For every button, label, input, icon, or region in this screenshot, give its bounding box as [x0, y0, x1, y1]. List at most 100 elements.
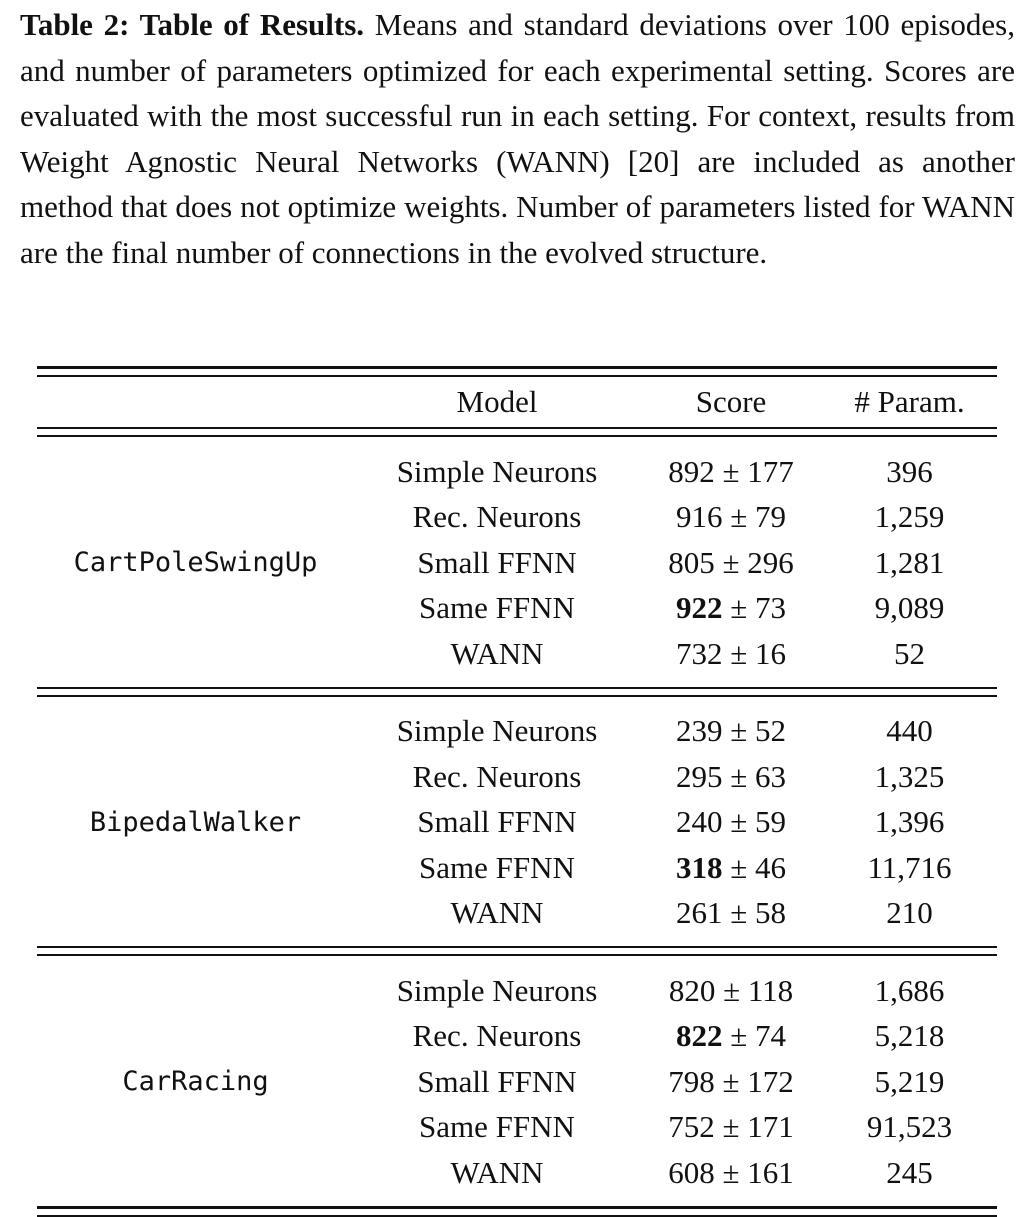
params-cell: 1,325	[874, 758, 945, 794]
model-cell: Same FFNN	[419, 849, 575, 885]
params-cell: 1,686	[874, 972, 945, 1008]
score-std: ± 172	[722, 1063, 794, 1099]
table-row: Simple Neurons 820 ± 118 1,686	[354, 968, 997, 1014]
score-std: ± 171	[722, 1109, 794, 1145]
env-group: BipedalWalker Simple Neurons 239 ± 52 440 Re…	[37, 697, 997, 947]
table-row: WANN 732 ± 16 52	[354, 631, 997, 677]
table-row: Rec. Neurons 822 ± 74 5,218	[354, 1014, 997, 1060]
caption-label: Table 2: Table of Results.	[20, 7, 365, 42]
params-cell: 91,523	[866, 1109, 953, 1145]
score-cell: 798 ± 172	[640, 1064, 822, 1100]
model-cell: Simple Neurons	[396, 972, 598, 1008]
params-cell: 396	[886, 453, 933, 489]
score-std: ± 296	[722, 544, 794, 580]
score-mean: 752	[668, 1109, 715, 1145]
score-std: ± 16	[730, 635, 786, 671]
table-row: Small FFNN 798 ± 172 5,219	[354, 1059, 997, 1105]
score-mean: 820	[668, 972, 716, 1008]
table-caption: Table 2: Table of Results. Means and sta…	[20, 2, 1015, 275]
header-score: Score	[695, 384, 767, 419]
group-rule	[37, 946, 997, 956]
top-rule	[37, 366, 997, 377]
bottom-rule	[37, 1205, 997, 1217]
table-row: Rec. Neurons 916 ± 79 1,259	[354, 495, 997, 541]
score-cell: 261 ± 58	[640, 895, 822, 931]
model-cell: WANN	[450, 1154, 544, 1190]
score-std: ± 79	[730, 499, 786, 535]
env-group: CartPoleSwingUp Simple Neurons 892 ± 177 39…	[37, 437, 997, 687]
model-cell: Rec. Neurons	[412, 499, 582, 535]
params-cell: 440	[886, 713, 933, 749]
model-cell: Simple Neurons	[396, 453, 598, 489]
score-cell: 318 ± 46	[640, 850, 822, 886]
header-params: # Param.	[854, 384, 965, 419]
score-mean: 239	[675, 713, 723, 749]
table-row: WANN 261 ± 58 210	[354, 891, 997, 937]
score-cell: 752 ± 171	[640, 1109, 822, 1145]
caption-text: Means and standard deviations over 100 e…	[20, 7, 1015, 270]
score-std: ± 177	[722, 453, 794, 489]
model-cell: WANN	[450, 895, 544, 931]
score-std: ± 52	[730, 713, 786, 749]
score-mean: 798	[668, 1063, 715, 1099]
env-group: CarRacing Simple Neurons 820 ± 118 1,686 Rec…	[37, 956, 997, 1206]
table-row: WANN 608 ± 161 245	[354, 1150, 997, 1196]
score-mean: 892	[668, 453, 715, 489]
score-mean: 608	[668, 1154, 715, 1190]
model-cell: Small FFNN	[417, 544, 577, 580]
table-row: Same FFNN 922 ± 73 9,089	[354, 586, 997, 632]
score-std: ± 63	[730, 758, 786, 794]
params-cell: 5,219	[874, 1063, 945, 1099]
score-mean: 822	[675, 1018, 723, 1054]
params-cell: 1,259	[874, 499, 945, 535]
score-std: ± 118	[723, 972, 794, 1008]
score-cell: 732 ± 16	[640, 636, 822, 672]
score-mean: 318	[675, 849, 723, 885]
score-cell: 608 ± 161	[640, 1155, 822, 1191]
params-cell: 9,089	[874, 590, 945, 626]
score-cell: 295 ± 63	[640, 759, 822, 795]
params-cell: 245	[886, 1154, 933, 1190]
table-row: Small FFNN 805 ± 296 1,281	[354, 540, 997, 586]
score-cell: 239 ± 52	[640, 713, 822, 749]
table-row: Small FFNN 240 ± 59 1,396	[354, 800, 997, 846]
score-cell: 820 ± 118	[640, 973, 822, 1009]
score-mean: 916	[675, 499, 723, 535]
score-cell: 892 ± 177	[640, 454, 822, 490]
group-rule	[37, 427, 997, 437]
env-name: CartPoleSwingUp	[73, 547, 318, 579]
table-row: Same FFNN 318 ± 46 11,716	[354, 845, 997, 891]
params-cell: 5,218	[874, 1018, 945, 1054]
model-cell: Simple Neurons	[396, 713, 598, 749]
params-cell: 11,716	[867, 849, 952, 885]
table-row: Same FFNN 752 ± 171 91,523	[354, 1105, 997, 1151]
header-row: Model Score # Param.	[37, 377, 997, 427]
score-mean: 295	[675, 758, 723, 794]
env-name: BipedalWalker	[89, 806, 302, 838]
score-std: ± 161	[722, 1154, 794, 1190]
score-cell: 805 ± 296	[640, 545, 822, 581]
score-std: ± 58	[730, 895, 786, 931]
model-cell: WANN	[450, 635, 544, 671]
score-cell: 916 ± 79	[640, 499, 822, 535]
params-cell: 52	[894, 635, 925, 671]
model-cell: Rec. Neurons	[412, 1018, 582, 1054]
table-row: Rec. Neurons 295 ± 63 1,325	[354, 754, 997, 800]
score-cell: 822 ± 74	[640, 1018, 822, 1054]
params-cell: 1,396	[874, 804, 945, 840]
score-std: ± 59	[730, 804, 786, 840]
score-mean: 805	[668, 544, 715, 580]
group-rule	[37, 686, 997, 697]
score-mean: 240	[675, 804, 723, 840]
table-row: Simple Neurons 892 ± 177 396	[354, 449, 997, 495]
table-row: Simple Neurons 239 ± 52 440	[354, 709, 997, 755]
score-mean: 732	[675, 635, 723, 671]
score-cell: 240 ± 59	[640, 804, 822, 840]
model-cell: Rec. Neurons	[412, 758, 582, 794]
score-std: ± 74	[730, 1018, 786, 1054]
model-cell: Same FFNN	[419, 590, 575, 626]
results-table: Model Score # Param. CartPoleSwingUp Simp…	[37, 366, 997, 1217]
header-model: Model	[456, 384, 538, 419]
model-cell: Small FFNN	[417, 1063, 577, 1099]
params-cell: 210	[886, 895, 933, 931]
